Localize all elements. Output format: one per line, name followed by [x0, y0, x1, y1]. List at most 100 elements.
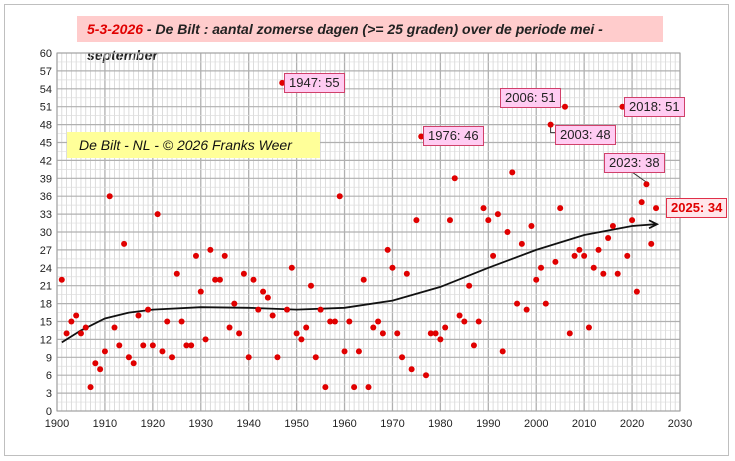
data-point [643, 181, 650, 188]
data-point [653, 205, 660, 212]
data-point [403, 270, 410, 277]
data-point [226, 324, 233, 331]
data-point [509, 169, 516, 176]
y-tick-label: 12 [40, 334, 52, 346]
data-point [322, 384, 329, 391]
data-point [130, 360, 137, 367]
data-point [475, 318, 482, 325]
data-point [87, 384, 94, 391]
data-point [116, 342, 123, 349]
data-point [538, 264, 545, 271]
data-point [442, 324, 449, 331]
data-point [413, 217, 420, 224]
x-tick-label: 1980 [428, 418, 452, 430]
data-point [178, 318, 185, 325]
data-point [408, 366, 415, 373]
title-date: 5-3-2026 [87, 21, 144, 37]
plot-area [56, 52, 681, 412]
data-point [595, 246, 602, 253]
data-point [370, 324, 377, 331]
annotation-1947: 1947: 55 [284, 73, 345, 93]
data-point [528, 223, 535, 230]
annotation-2006: 2006: 51 [500, 88, 561, 108]
data-point [216, 276, 223, 283]
data-point [552, 258, 559, 265]
data-point [456, 312, 463, 319]
data-point [394, 330, 401, 337]
x-tick-label: 2000 [524, 418, 548, 430]
data-point [504, 229, 511, 235]
data-point [480, 205, 487, 212]
y-tick-label: 36 [40, 191, 52, 203]
x-tick-label: 2020 [620, 418, 644, 430]
data-point [571, 252, 578, 259]
data-point [173, 270, 180, 277]
y-tick-label: 6 [46, 370, 52, 382]
annotation-2003: 2003: 48 [555, 125, 616, 145]
data-point [159, 348, 166, 355]
data-point [375, 318, 382, 325]
data-point [269, 312, 276, 319]
data-point [590, 264, 597, 271]
y-tick-label: 9 [46, 352, 52, 364]
data-point [432, 330, 439, 337]
x-tick-label: 1910 [93, 418, 117, 430]
x-tick-label: 1900 [45, 418, 69, 430]
data-point [547, 121, 554, 128]
data-point [207, 246, 214, 253]
data-point [427, 330, 434, 337]
y-tick-label: 0 [46, 406, 52, 418]
data-point [389, 264, 396, 271]
data-point [149, 342, 156, 349]
chart-frame [4, 4, 729, 456]
annotation-2023: 2023: 38 [604, 153, 665, 173]
data-point [68, 318, 75, 325]
data-point [164, 318, 171, 325]
data-point [341, 348, 348, 355]
data-point [514, 300, 521, 307]
data-point [418, 133, 425, 140]
data-point [605, 234, 612, 241]
data-point [264, 294, 271, 301]
data-point [169, 354, 176, 361]
data-point [336, 193, 343, 200]
x-tick-label: 1960 [332, 418, 356, 430]
data-point [111, 324, 118, 331]
data-point [533, 276, 540, 283]
data-point [58, 276, 65, 283]
y-tick-label: 39 [40, 173, 52, 185]
data-point [183, 342, 190, 349]
data-point [485, 217, 492, 224]
y-tick-label: 60 [40, 48, 52, 60]
data-point [121, 240, 128, 247]
data-point [466, 282, 473, 289]
x-tick-label: 1990 [476, 418, 500, 430]
data-point [629, 217, 636, 224]
data-point [250, 276, 257, 283]
data-point [274, 354, 281, 361]
data-point [245, 354, 252, 361]
data-point [145, 306, 152, 313]
data-point [355, 348, 362, 355]
data-point [557, 205, 564, 212]
y-tick-label: 48 [40, 120, 52, 132]
x-tick-label: 2010 [572, 418, 596, 430]
data-point [231, 300, 238, 307]
data-point [135, 312, 142, 319]
data-point [221, 252, 228, 259]
data-point [97, 366, 104, 373]
y-tick-label: 21 [40, 281, 52, 293]
data-point [92, 360, 99, 367]
data-point [470, 342, 477, 349]
data-point [585, 324, 592, 331]
data-point [212, 276, 219, 283]
data-point [461, 318, 468, 325]
data-point [125, 354, 132, 361]
data-point [188, 342, 195, 349]
y-tick-label: 51 [40, 102, 52, 114]
data-point [614, 270, 621, 277]
data-point [154, 211, 161, 218]
data-point [255, 306, 262, 313]
data-point [260, 288, 267, 295]
